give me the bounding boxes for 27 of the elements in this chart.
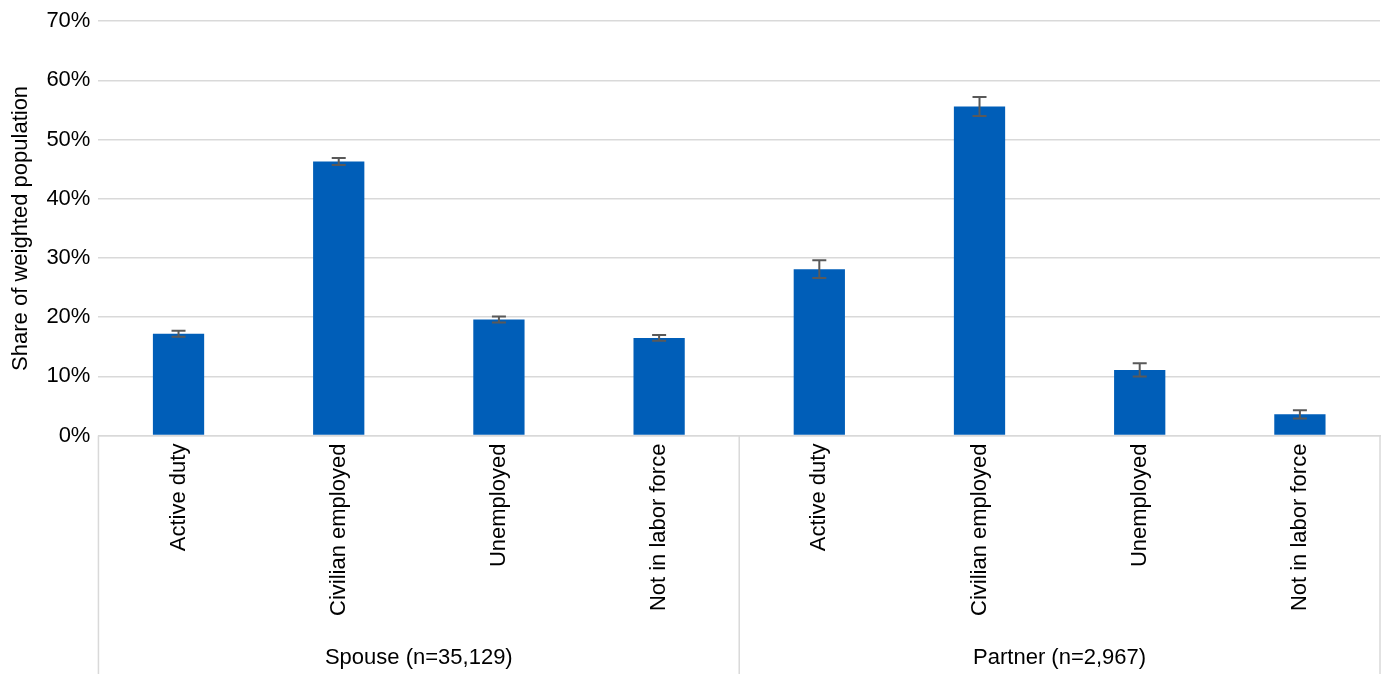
y-axis-title: Share of weighted population <box>7 85 33 371</box>
x-tick-label: Not in labor force <box>645 443 671 612</box>
x-tick-label: Unemployed <box>484 443 510 568</box>
x-tick-label: Civilian employed <box>324 443 350 617</box>
y-tick-label: 10% <box>46 362 91 388</box>
y-tick-label: 40% <box>46 184 91 210</box>
y-tick-label: 0% <box>58 421 91 447</box>
y-tick-label: 70% <box>46 7 91 33</box>
bar <box>953 106 1006 435</box>
x-tick-label: Active duty <box>805 443 831 552</box>
x-tick-label: Active duty <box>164 443 190 552</box>
bar <box>1114 369 1166 435</box>
y-tick-label: 50% <box>46 125 91 151</box>
text: Spouse (n=35,129) <box>324 644 513 670</box>
x-tick-label: Not in labor force <box>1285 443 1311 612</box>
bar <box>793 269 845 435</box>
x-tick-label: Civilian employed <box>965 443 991 617</box>
x-tick-label: Unemployed <box>1125 443 1151 568</box>
text: Partner (n=2,967) <box>973 644 1147 670</box>
bar <box>633 337 685 435</box>
bar <box>473 319 525 435</box>
y-tick-label: 30% <box>46 244 91 270</box>
bar <box>313 161 365 435</box>
y-tick-label: 60% <box>46 66 91 92</box>
bar <box>1274 414 1326 435</box>
bar <box>152 333 205 435</box>
y-tick-label: 20% <box>46 303 91 329</box>
